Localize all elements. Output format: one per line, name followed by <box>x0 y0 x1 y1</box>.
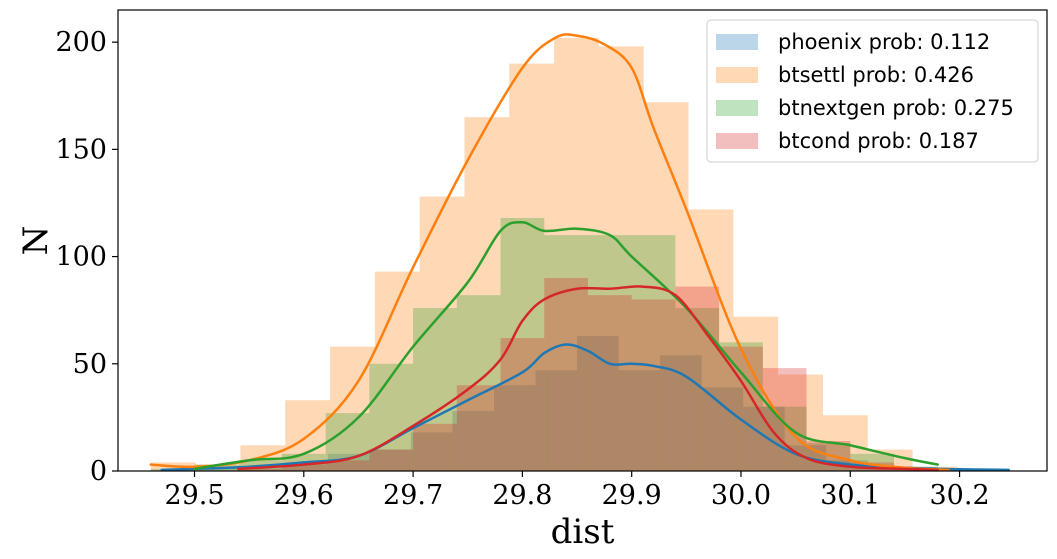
btsettl-legend-swatch <box>716 67 758 83</box>
btnextgen-bar-8 <box>500 217 545 471</box>
btsettl-bar-13 <box>733 316 779 471</box>
btsettl-bar-10 <box>598 46 644 471</box>
btnextgen-bar-7 <box>456 295 501 471</box>
phoenix-bar-7 <box>452 410 494 471</box>
btcond-legend-label: btcond prob: 0.187 <box>778 129 979 153</box>
btcond-legend-swatch <box>716 133 758 149</box>
btcond-kde-line <box>236 285 939 472</box>
kde-curves <box>149 33 1010 472</box>
btcond-bar-7 <box>544 278 588 471</box>
x-tick-label: 29.9 <box>602 480 662 511</box>
y-tick-label: 200 <box>55 27 107 58</box>
x-tick-label: 29.5 <box>164 480 224 511</box>
btnextgen-bar-9 <box>544 235 588 471</box>
y-axis-label: N <box>16 226 56 256</box>
x-axis-label: dist <box>551 512 615 552</box>
x-tick-label: 30.2 <box>930 480 990 511</box>
btcond-bar-10 <box>675 286 720 471</box>
y-tick-label: 150 <box>55 134 107 165</box>
btcond-bar-9 <box>631 299 676 471</box>
phoenix-bar-3 <box>286 462 328 471</box>
btnextgen-bar-11 <box>631 235 676 471</box>
y-axis: 0 50 100 150 200 <box>55 27 118 487</box>
btsettl-bar-8 <box>509 63 555 472</box>
btcond-bar-8 <box>587 295 632 471</box>
plot-frame <box>117 9 1048 472</box>
phoenix-kde-line <box>160 343 1010 472</box>
x-tick-label: 30.0 <box>711 480 771 511</box>
btcond-bar-2 <box>325 460 370 471</box>
btnextgen-bar-5 <box>369 363 414 471</box>
btnextgen-legend-label: btnextgen prob: 0.275 <box>778 96 1014 120</box>
x-tick-label: 29.7 <box>383 480 443 511</box>
y-tick-label: 100 <box>55 242 107 273</box>
y-tick-label: 0 <box>90 456 107 487</box>
phoenix-bar-5 <box>369 449 411 471</box>
btsettl-bar-7 <box>464 117 510 472</box>
phoenix-bar-1 <box>203 468 245 471</box>
btcond-bar-1 <box>281 464 326 471</box>
phoenix-legend-swatch <box>716 34 758 50</box>
phoenix-bar-8 <box>493 385 536 471</box>
phoenix-bar-11 <box>618 370 661 471</box>
x-axis: 29.5 29.6 29.7 29.8 29.9 30.0 30.1 30.2 <box>164 471 990 511</box>
btnextgen-legend-swatch <box>716 100 758 116</box>
btsettl-legend-label: btsettl prob: 0.426 <box>778 63 974 87</box>
btnextgen-bar-6 <box>413 308 457 471</box>
btcond-bar-4 <box>413 423 457 471</box>
btsettl-bar-6 <box>419 196 465 471</box>
legend: phoenix prob: 0.112 btsettl prob: 0.426 bt… <box>706 19 1039 163</box>
x-tick-label: 30.1 <box>820 480 880 511</box>
x-tick-label: 29.6 <box>274 480 334 511</box>
phoenix-bar-6 <box>410 432 453 471</box>
y-tick-label: 50 <box>73 349 107 380</box>
btcond-bar-0 <box>238 468 282 471</box>
btsettl-bar-9 <box>554 37 599 471</box>
phoenix-bar-2 <box>244 466 287 471</box>
btnextgen-bar-12 <box>675 308 720 471</box>
btnextgen-kde-line <box>193 220 939 471</box>
btcond-bar-5 <box>456 385 501 471</box>
phoenix-bar-4 <box>327 453 370 471</box>
phoenix-legend-label: phoenix prob: 0.112 <box>778 30 990 54</box>
legend-box <box>706 19 1039 163</box>
btnextgen-bar-10 <box>587 235 632 471</box>
btcond-bar-3 <box>369 449 414 471</box>
phoenix-bar-13 <box>701 387 744 471</box>
x-tick-label: 29.8 <box>492 480 552 511</box>
phoenix-bar-9 <box>535 370 578 471</box>
